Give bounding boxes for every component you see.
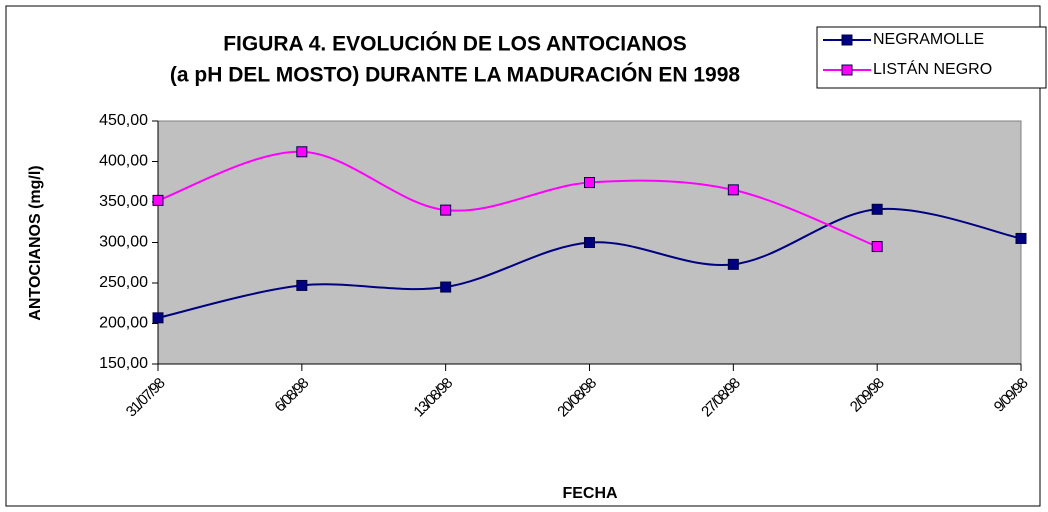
marker — [871, 203, 883, 215]
legend-box — [816, 26, 1047, 89]
marker — [727, 258, 739, 270]
y-tick-label: 250,00 — [99, 274, 148, 291]
marker — [584, 237, 595, 248]
series-line — [157, 150, 878, 248]
marker — [440, 281, 452, 293]
legend-label: LISTÁN NEGRO — [873, 59, 992, 78]
marker — [152, 312, 164, 324]
marker — [296, 279, 308, 291]
marker — [871, 241, 883, 253]
y-tick-label: 350,00 — [99, 193, 148, 210]
marker — [296, 146, 308, 158]
marker — [440, 204, 452, 216]
marker — [727, 184, 739, 196]
y-tick-label: 300,00 — [99, 234, 148, 251]
legend-marker — [841, 64, 853, 76]
marker — [584, 177, 595, 189]
x-axis-title: FECHA — [562, 485, 618, 502]
y-tick-label: 400,00 — [99, 153, 148, 170]
y-tick-label: 200,00 — [99, 315, 148, 332]
legend-label: NEGRAMOLLE — [873, 31, 984, 48]
y-tick-label: 450,00 — [99, 112, 148, 129]
y-axis-title: ANTOCIANOS (mg/l) — [27, 165, 44, 320]
chart-subtitle: (a pH DEL MOSTO) DURANTE LA MADURACIÓN E… — [170, 63, 740, 87]
y-tick-label: 150,00 — [99, 355, 148, 372]
legend-marker — [841, 34, 853, 46]
marker — [152, 194, 164, 206]
chart-title: FIGURA 4. EVOLUCIÓN DE LOS ANTOCIANOS — [223, 32, 687, 56]
marker — [1015, 232, 1027, 244]
